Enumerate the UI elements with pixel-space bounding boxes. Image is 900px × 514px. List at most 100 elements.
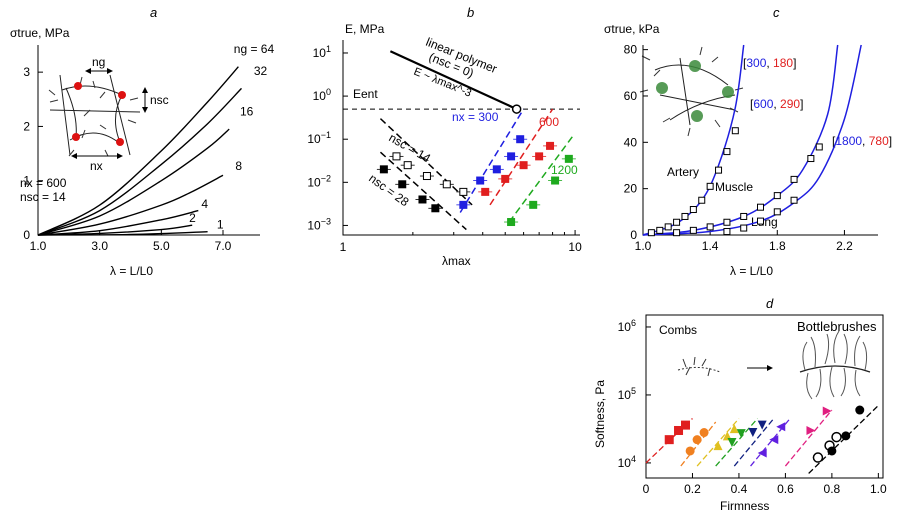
panel-c-point: [773, 192, 781, 200]
panel-b-point: [403, 161, 412, 170]
panel-a-xtick-label: 5.0: [153, 239, 170, 253]
panel-b-ytick-label: 10−3: [307, 216, 331, 232]
panel-b-xtick-label: 1: [340, 240, 347, 254]
panel-c-point: [647, 229, 655, 237]
panel-d-point: [757, 420, 767, 430]
inset-label-nsc: nsc: [150, 93, 169, 107]
network-inset: ng nsc nx: [48, 55, 169, 173]
panel-d-xtick-label: 1.0: [870, 482, 887, 496]
panel-d: Softness, Pa Firmness Combs Bottlebrushe…: [593, 319, 877, 513]
panel-d-point: [664, 435, 674, 445]
panel-c-point: [689, 206, 697, 214]
panel-d-xtick-label: 0: [643, 482, 650, 496]
panel-d-fit-line: [750, 418, 791, 467]
panel-c-point: [740, 224, 748, 232]
artery-params: [300, 180]: [743, 56, 796, 70]
panel-a-curve-label: 4: [201, 197, 208, 211]
panel-a-curve-label: ng = 64: [234, 42, 275, 56]
label-nx300: nx = 300: [452, 110, 499, 124]
panel-a-ytick-label: 2: [23, 119, 30, 133]
panel-b-fit-line: [508, 135, 574, 223]
muscle-param-b: 290: [780, 97, 800, 111]
panel-d-xlabel: Firmness: [720, 499, 769, 513]
panel-a-curve-label: 32: [254, 64, 268, 78]
panel-c-point: [723, 218, 731, 226]
panel-d-point: [769, 435, 779, 445]
panel-d-xtick-label: 0.4: [731, 482, 748, 496]
lung-param-b: 780: [869, 134, 889, 148]
panel-c-point: [715, 166, 723, 174]
panel-c-point: [757, 203, 764, 211]
panel-b-ytick-label: 101: [313, 44, 331, 60]
panel-a-ylabel: σtrue, MPa: [10, 26, 70, 40]
panel-d-point: [855, 405, 865, 415]
panel-b-point: [551, 176, 560, 185]
panel-b-point: [442, 180, 451, 189]
panel-c-point: [723, 148, 731, 156]
panel-c-point: [706, 182, 714, 190]
panel-b-point: [459, 200, 468, 209]
panel-c-point: [757, 217, 764, 225]
panel-b-point: [398, 180, 407, 189]
panel-d-point: [748, 428, 758, 438]
panel-b-eent: Eent: [353, 87, 378, 101]
panel-c-point: [731, 127, 739, 135]
panel-a-xlabel: λ = L/L0: [110, 264, 153, 278]
inset-label-nx: nx: [90, 159, 103, 173]
panel-b-point: [501, 174, 510, 183]
panel-letter-b: b: [467, 5, 474, 20]
panel-d-fit-line: [733, 418, 775, 467]
lung-label: Lung: [751, 215, 778, 229]
panel-letter-d: d: [766, 296, 774, 311]
bottlebrushes-label: Bottlebrushes: [797, 319, 877, 334]
tissue-inset: [639, 46, 744, 137]
panel-c-point: [773, 208, 781, 216]
panel-c-point: [790, 175, 798, 183]
panel-b-point: [418, 195, 427, 204]
panel-b-point: [507, 152, 516, 161]
panel-a-xtick-label: 3.0: [91, 239, 108, 253]
panel-c-point: [698, 196, 706, 204]
panel-d-point: [736, 429, 746, 439]
label-600: 600: [539, 115, 559, 129]
panel-d-point: [713, 441, 723, 451]
panel-c-xtick-label: 1.8: [769, 239, 786, 253]
muscle-label: Muscle: [715, 180, 753, 194]
panel-a-curve-label: 1: [217, 217, 224, 231]
panel-b-fit-line: [379, 151, 467, 231]
panel-d-fit-line: [680, 421, 717, 467]
panel-d-point: [822, 406, 832, 416]
panel-d-point: [674, 425, 684, 435]
panel-d-ylabel: Softness, Pa: [593, 380, 607, 448]
panel-a-curve: [37, 231, 208, 236]
panel-d-point: [727, 437, 737, 447]
panel-d-xtick-label: 0.8: [824, 482, 841, 496]
panel-d-xtick-label: 0.2: [684, 482, 701, 496]
panel-c-fit-curve: [642, 44, 862, 236]
panel-a-ytick-label: 3: [23, 65, 30, 79]
panel-c-ytick-label: 60: [624, 89, 638, 103]
panel-c-ytick-label: 20: [624, 182, 638, 196]
panel-d-point: [692, 435, 702, 445]
panel-a-curve: [37, 128, 230, 236]
panel-b-point: [519, 161, 528, 170]
lung-param-a: 1800: [835, 134, 862, 148]
panel-b-point: [535, 152, 544, 161]
panel-b-point: [546, 141, 555, 150]
panel-a-curve: [37, 87, 243, 236]
panel-c-xtick-label: 1.0: [635, 239, 652, 253]
panel-d-point: [685, 446, 695, 456]
panel-a-param-nsc: nsc = 14: [20, 190, 66, 204]
panel-d-fit-line: [715, 418, 759, 467]
panel-d-ytick-label: 106: [618, 318, 636, 334]
panel-d-point: [827, 446, 837, 456]
panel-b-point: [431, 204, 440, 213]
panel-a: σtrue, MPa λ = L/L0 nx = 600 nsc = 14 ng…: [10, 26, 169, 278]
panel-c-point: [656, 226, 664, 234]
label-1200: 1200: [551, 163, 578, 177]
panel-b-point: [379, 165, 388, 174]
panel-d-ytick-label: 105: [618, 386, 636, 402]
panel-d-point: [776, 422, 786, 432]
panel-a-curve-label: 8: [235, 159, 242, 173]
